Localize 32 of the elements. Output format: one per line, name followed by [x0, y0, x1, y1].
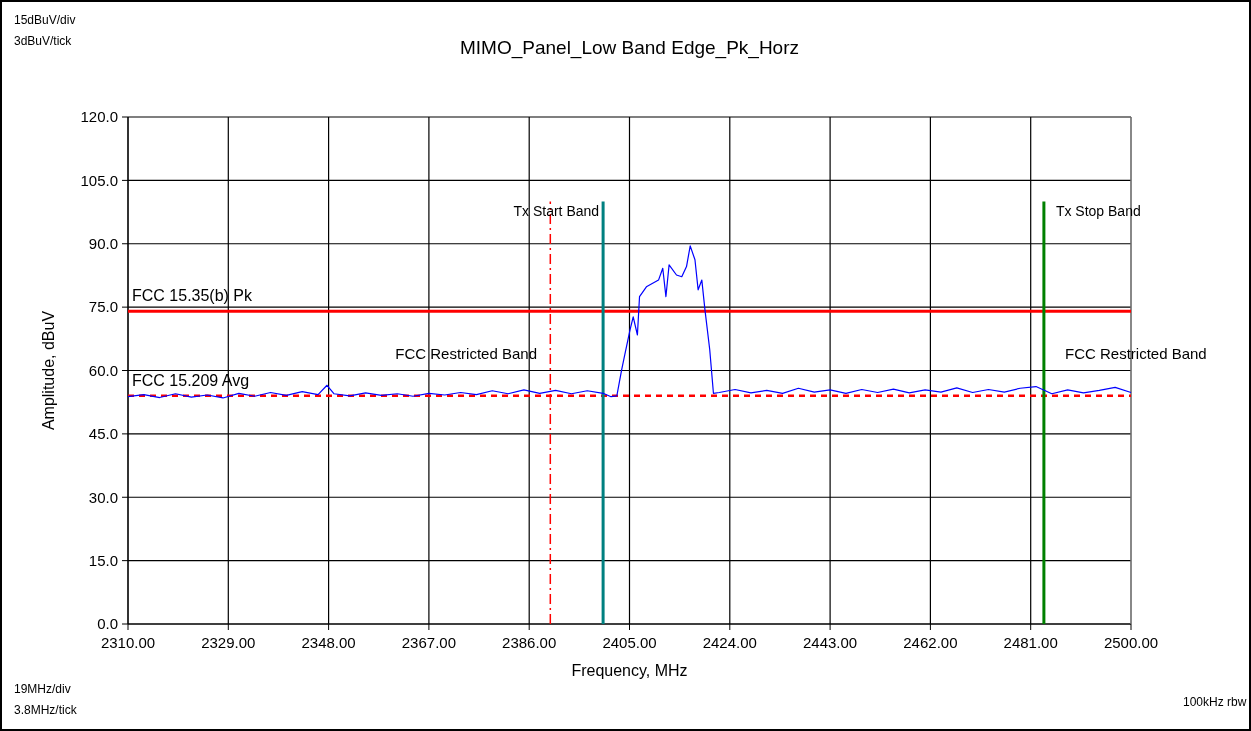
x-tick-label: 2462.00	[903, 634, 958, 651]
ref-line-label: Tx Start Band	[513, 202, 600, 219]
x-tick-label: 2348.00	[301, 634, 356, 651]
x-tick-label: 2310.00	[100, 634, 156, 651]
y-tick-label: 105.0	[80, 171, 118, 189]
x-tick-label: 2424.00	[702, 634, 757, 651]
ref-line-label: Tx Stop Band	[1055, 202, 1141, 219]
y-tick-label: 30.0	[88, 488, 118, 506]
x-tick-label: 2443.00	[802, 634, 858, 651]
annotation: FCC Restricted Band	[1065, 345, 1207, 362]
y-tick-label: 0.0	[97, 615, 118, 633]
ref-line-label: FCC 15.35(b) Pk	[132, 287, 254, 305]
x-axis-title: Frequency, MHz	[571, 662, 688, 679]
y-tick-label: 45.0	[88, 425, 118, 443]
x-tick-label: 2386.00	[502, 634, 557, 651]
y-tick-label: 120.0	[80, 108, 118, 126]
y-axis-title: Amplitude, dBuV	[40, 310, 57, 431]
x-tick-label: 2367.00	[401, 634, 457, 651]
x-tick-label: 2500.00	[1103, 634, 1159, 651]
x-tick-label: 2329.00	[201, 634, 256, 651]
text: 19MHz/div	[14, 682, 71, 696]
y-tick-label: 15.0	[88, 551, 118, 569]
y-tick-label: 60.0	[88, 361, 118, 379]
text: 3.8MHz/tick	[14, 703, 78, 717]
text: 3dBuV/tick	[14, 34, 73, 48]
x-tick-label: 2405.00	[602, 634, 657, 651]
x-tick-label: 2481.00	[1003, 634, 1058, 651]
text: 15dBuV/div	[14, 13, 76, 27]
chart-title: MIMO_Panel_Low Band Edge_Pk_Horz	[459, 37, 800, 59]
y-tick-label: 75.0	[88, 298, 118, 316]
y-tick-label: 90.0	[88, 235, 118, 252]
text: 100kHz rbw	[1183, 695, 1247, 709]
